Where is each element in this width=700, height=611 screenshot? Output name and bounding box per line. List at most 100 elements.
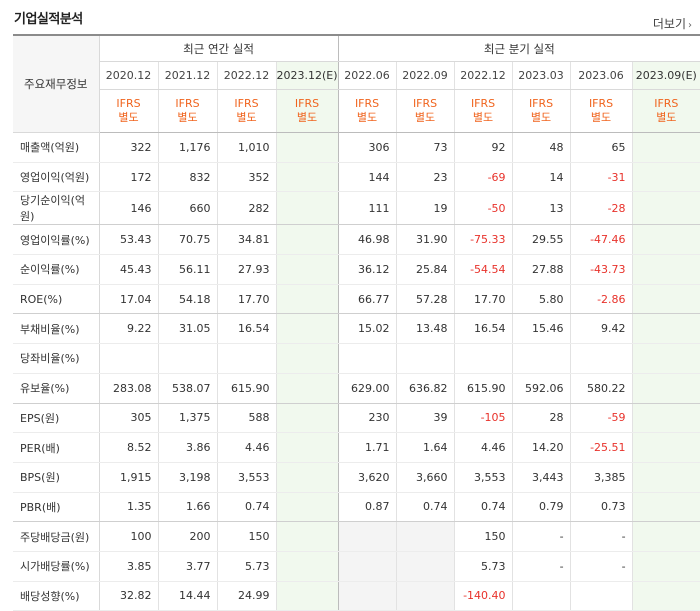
- value-cell: 1.64: [395, 432, 455, 463]
- value-cell: 615.90: [216, 373, 276, 404]
- value-cell: 15.46: [511, 313, 571, 345]
- value-cell: 0.74: [453, 492, 513, 523]
- value-cell: [337, 343, 397, 374]
- value-cell: 305: [98, 403, 158, 434]
- value-cell: [275, 313, 339, 345]
- value-cell: 53.43: [98, 224, 158, 256]
- table-row: PER(배) 8.52 3.86 4.46 1.71 1.64 4.46 14.20 -25.5…: [13, 432, 700, 463]
- ifrs-badge: IFRS 별도: [216, 89, 276, 133]
- period-header: 2023.12(E): [275, 61, 339, 90]
- value-cell: 9.42: [569, 313, 633, 345]
- quarter-group-header: 최근 분기 실적: [337, 34, 700, 62]
- row-label: 영업이익률(%): [13, 224, 99, 256]
- ifrs-sub-label: 별도: [414, 111, 436, 124]
- table-row: BPS(원) 1,915 3,198 3,553 3,620 3,660 3,553 3,44…: [13, 462, 700, 493]
- period-header: 2022.09: [395, 61, 455, 90]
- row-label: 부채비율(%): [13, 313, 99, 345]
- value-cell: -: [511, 521, 571, 552]
- ifrs-badge: IFRS 별도: [631, 89, 700, 133]
- value-cell: 3,660: [395, 462, 455, 493]
- ifrs-badge: IFRS 별도: [453, 89, 513, 133]
- ifrs-badge: IFRS 별도: [511, 89, 571, 133]
- ifrs-badge: IFRS 별도: [569, 89, 633, 133]
- value-cell: 0.74: [216, 492, 276, 523]
- value-cell: 3,385: [569, 462, 633, 493]
- value-cell: -140.40: [453, 581, 513, 611]
- value-cell: [275, 462, 339, 493]
- value-cell: 17.04: [98, 284, 158, 315]
- ifrs-sub-label: 별도: [118, 111, 139, 124]
- financial-table: 주요재무정보 최근 연간 실적 최근 분기 실적 2020.12 2021.12 2…: [13, 34, 700, 611]
- value-cell: -28: [569, 191, 633, 226]
- ifrs-badge: IFRS 별도: [98, 89, 158, 133]
- value-cell: [631, 403, 700, 434]
- table-row: 영업이익률(%) 53.43 70.75 34.81 46.98 31.90 -75.33 2…: [13, 224, 700, 256]
- value-cell: [395, 581, 455, 611]
- value-cell: 66.77: [337, 284, 397, 315]
- row-label-header: 주요재무정보: [13, 34, 99, 133]
- value-cell: 57.28: [395, 284, 455, 315]
- value-cell: 832: [157, 162, 217, 193]
- row-label: PBR(배): [13, 492, 99, 523]
- value-cell: -59: [569, 403, 633, 434]
- value-cell: -31: [569, 162, 633, 193]
- row-label: 배당성향(%): [13, 581, 99, 611]
- period-header: 2023.09(E): [631, 61, 700, 90]
- period-header: 2020.12: [98, 61, 158, 90]
- ifrs-sub-label: 별도: [472, 111, 494, 124]
- value-cell: 14.44: [157, 581, 217, 611]
- value-cell: 46.98: [337, 224, 397, 256]
- row-label: PER(배): [13, 432, 99, 463]
- value-cell: 73: [395, 132, 455, 163]
- value-cell: 1,176: [157, 132, 217, 163]
- value-cell: [337, 581, 397, 611]
- value-cell: 3,553: [453, 462, 513, 493]
- period-header: 2022.12: [216, 61, 276, 90]
- value-cell: 8.52: [98, 432, 158, 463]
- value-cell: 580.22: [569, 373, 633, 404]
- row-label: 주당배당금(원): [13, 521, 99, 552]
- value-cell: 24.99: [216, 581, 276, 611]
- value-cell: [631, 373, 700, 404]
- value-cell: 70.75: [157, 224, 217, 256]
- more-link[interactable]: 더보기 ›: [653, 15, 692, 32]
- value-cell: 0.79: [511, 492, 571, 523]
- value-cell: 3.85: [98, 551, 158, 582]
- value-cell: 48: [511, 132, 571, 163]
- value-cell: 0.73: [569, 492, 633, 523]
- value-cell: 92: [453, 132, 513, 163]
- ifrs-label: IFRS: [470, 97, 496, 110]
- value-cell: [631, 224, 700, 256]
- value-cell: 146: [98, 191, 158, 226]
- row-label: 영업이익(억원): [13, 162, 99, 193]
- value-cell: 592.06: [511, 373, 571, 404]
- table-row: 당좌비율(%): [13, 343, 700, 374]
- value-cell: [98, 343, 158, 374]
- table-row: 주당배당금(원) 100 200 150 150- -: [13, 521, 700, 552]
- value-cell: 56.11: [157, 254, 217, 285]
- value-cell: 32.82: [98, 581, 158, 611]
- more-label: 더보기: [652, 17, 686, 31]
- ifrs-badge: IFRS 별도: [157, 89, 217, 133]
- row-label: BPS(원): [13, 462, 99, 493]
- table-row: 영업이익(억원) 172 832 352 144 23 -69 14 -31: [13, 162, 700, 193]
- chevron-right-icon: ›: [688, 20, 692, 31]
- row-label: 순이익률(%): [13, 254, 99, 285]
- table-row: 매출액(억원) 322 1,176 1,010 306 73 92 48 65: [13, 132, 700, 163]
- period-header: 2021.12: [157, 61, 217, 90]
- value-cell: [395, 521, 455, 552]
- value-cell: 65: [569, 132, 633, 163]
- value-cell: [569, 581, 633, 611]
- value-cell: 31.05: [157, 313, 217, 345]
- value-cell: [631, 492, 700, 523]
- value-cell: [631, 313, 700, 345]
- value-cell: 54.18: [157, 284, 217, 315]
- value-cell: 150: [216, 521, 276, 552]
- value-cell: -25.51: [569, 432, 633, 463]
- value-cell: [631, 432, 700, 463]
- value-cell: [275, 403, 339, 434]
- value-cell: 629.00: [337, 373, 397, 404]
- value-cell: 13.48: [395, 313, 455, 345]
- value-cell: [275, 132, 339, 163]
- value-cell: [275, 492, 339, 523]
